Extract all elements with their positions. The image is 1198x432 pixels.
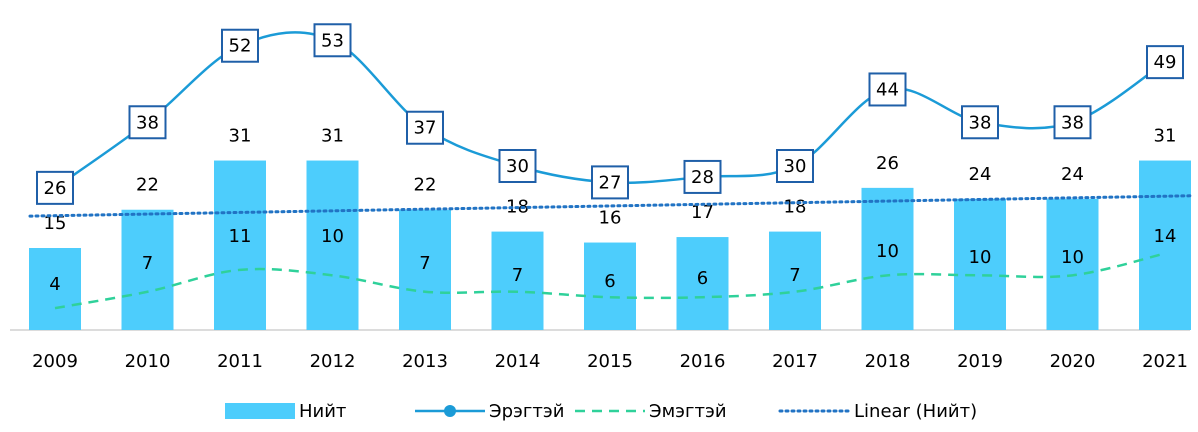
data-label: 38: [136, 112, 159, 133]
x-tick-label: 2017: [772, 351, 818, 372]
x-tick-label: 2012: [310, 351, 356, 372]
bar-label: 18: [784, 197, 807, 218]
legend-label: Linear (Нийт): [854, 401, 977, 422]
bar: [769, 231, 821, 330]
data-label: 30: [506, 156, 529, 177]
bar: [676, 237, 729, 330]
bar: [584, 242, 636, 330]
label-box: [961, 105, 999, 140]
legend-marker: [444, 405, 456, 417]
bar-label: 24: [969, 164, 992, 185]
x-tick-label: 2016: [680, 351, 726, 372]
x-tick-label: 2014: [495, 351, 541, 372]
bar-label: 22: [136, 175, 159, 196]
bar: [306, 160, 359, 330]
data-label: 52: [229, 36, 252, 57]
data-label: 27: [599, 172, 622, 193]
label-box: [128, 105, 167, 140]
label-box: [221, 28, 259, 63]
x-tick-label: 2018: [865, 351, 911, 372]
bar-label: 16: [599, 208, 622, 229]
line-series: [54, 252, 1166, 310]
data-label: 6: [697, 268, 708, 289]
bar-label: 31: [321, 126, 344, 147]
label-box: [1053, 105, 1092, 140]
label-box: [498, 149, 537, 183]
x-tick-label: 2015: [587, 351, 633, 372]
trend-line: [28, 194, 1192, 218]
x-tick-label: 2011: [217, 351, 263, 372]
bar: [29, 248, 81, 330]
bar: [214, 160, 266, 330]
data-label: 10: [1061, 247, 1084, 268]
x-tick-label: 2019: [957, 351, 1003, 372]
bar-label: 26: [876, 153, 899, 174]
bar: [1046, 198, 1099, 330]
label-box: [591, 165, 629, 200]
data-label: 6: [604, 271, 615, 292]
x-tick-label: 2020: [1050, 351, 1096, 372]
bar-label: 22: [414, 175, 437, 196]
data-label: 44: [876, 79, 899, 100]
bar-label: 31: [229, 126, 252, 147]
data-label: 49: [1154, 52, 1177, 73]
bar-label: 17: [691, 202, 714, 223]
label-box: [683, 159, 722, 194]
data-label: 14: [1154, 226, 1177, 247]
data-label: 10: [969, 247, 992, 268]
data-label: 7: [419, 253, 430, 274]
data-label: 10: [876, 241, 899, 262]
bar: [954, 198, 1006, 330]
bar-label: 24: [1061, 164, 1084, 185]
data-label: 30: [784, 156, 807, 177]
data-label: 28: [691, 167, 714, 188]
data-label: 53: [321, 30, 344, 51]
label-box: [313, 23, 352, 58]
bar: [491, 231, 544, 330]
data-label: 4: [49, 274, 60, 295]
data-label: 26: [44, 178, 67, 199]
x-tick-label: 2013: [402, 351, 448, 372]
bar: [1139, 160, 1191, 330]
bar: [121, 209, 174, 330]
label-box: [1146, 45, 1184, 80]
x-tick-label: 2009: [32, 351, 78, 372]
bar-label: 15: [44, 213, 67, 234]
data-label: 10: [321, 226, 344, 247]
bar-label: 31: [1154, 126, 1177, 147]
data-label: 38: [1061, 112, 1084, 133]
data-label: 7: [512, 265, 523, 286]
x-tick-label: 2021: [1142, 351, 1188, 372]
bar: [861, 187, 914, 330]
data-label: 7: [789, 265, 800, 286]
label-box: [776, 149, 814, 183]
legend-label: Эрэгтэй: [489, 401, 564, 422]
legend-swatch: [225, 403, 295, 419]
label-box: [868, 72, 907, 107]
label-box: [406, 110, 444, 145]
data-label: 7: [142, 253, 153, 274]
data-label: 38: [969, 112, 992, 133]
legend-label: Нийт: [299, 401, 346, 422]
label-box: [36, 170, 74, 205]
data-label: 37: [414, 118, 437, 139]
x-tick-label: 2010: [125, 351, 171, 372]
bar: [399, 209, 451, 330]
legend-label: Эмэгтэй: [649, 401, 727, 422]
data-label: 11: [229, 226, 252, 247]
